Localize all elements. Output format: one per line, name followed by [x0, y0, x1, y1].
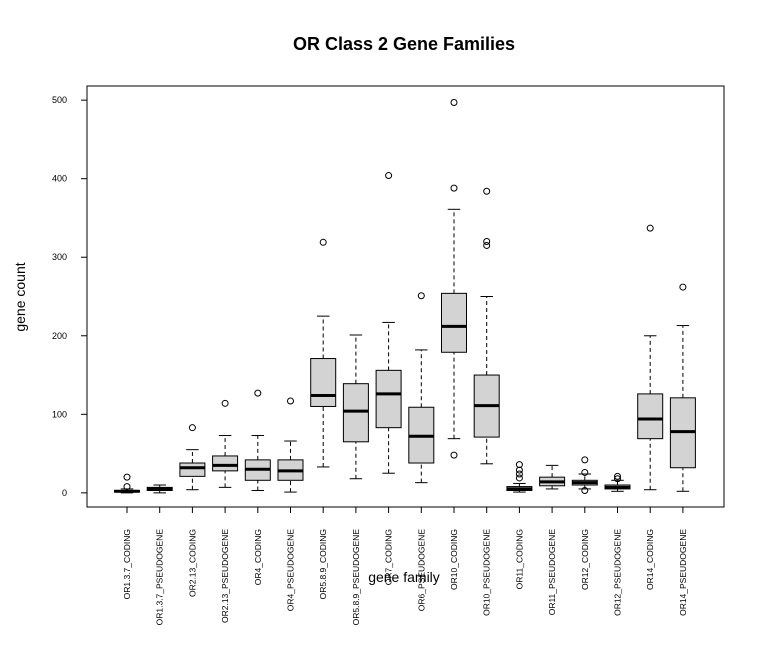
y-axis-title: gene count — [12, 262, 28, 331]
box-or5-8-9-pseudogene — [342, 334, 369, 480]
box-or1-3-7-coding — [114, 473, 140, 494]
x-category-label: OR11_CODING — [514, 529, 524, 589]
x-category-label: OR2.13_PSEUDOGENE — [220, 529, 230, 623]
box-or12-pseudogene — [604, 472, 631, 492]
y-axis: 0 100 200 300 400 500 — [52, 95, 88, 498]
outlier-point — [483, 241, 491, 249]
outlier-point — [188, 424, 196, 432]
outlier-point — [221, 399, 229, 407]
x-category-label: OR4_CODING — [253, 529, 263, 585]
outlier-point — [254, 389, 262, 397]
outlier-point — [417, 292, 425, 300]
iqr-box — [310, 358, 337, 407]
box-or11-pseudogene — [539, 464, 566, 490]
outlier-point — [515, 474, 523, 482]
box-or2-13-coding — [179, 424, 206, 491]
y-tick-label: 300 — [52, 252, 67, 262]
box-or5-8-9-coding — [310, 238, 337, 468]
box-or10-coding — [441, 98, 467, 459]
outlier-point — [483, 238, 491, 246]
iqr-box — [342, 383, 369, 443]
x-category-label: OR12_CODING — [580, 529, 590, 590]
x-category-label: OR12_PSEUDOGENE — [613, 529, 623, 616]
box-or14-pseudogene — [669, 283, 696, 492]
x-axis-title: gene family — [368, 569, 440, 585]
box-or10-pseudogene — [473, 187, 500, 465]
y-tick-label: 500 — [52, 95, 67, 105]
x-category-label: OR10_CODING — [449, 529, 459, 590]
outlier-point — [581, 456, 589, 464]
box-or2-13-pseudogene — [212, 399, 239, 488]
outlier-point — [123, 483, 131, 491]
x-category-label: OR2.13_CODING — [187, 529, 197, 597]
x-category-label: OR5.8.9_PSEUDOGENE — [351, 529, 361, 626]
box-or4-coding — [244, 389, 271, 492]
box-or1-3-7-pseudogene — [146, 484, 173, 494]
outlier-point — [581, 468, 589, 476]
box-or6-pseudogene — [408, 292, 435, 484]
outlier-point — [679, 283, 687, 291]
x-category-label: OR5.8.9_CODING — [318, 529, 328, 599]
iqr-box — [179, 462, 206, 477]
outlier-point — [515, 470, 523, 478]
x-category-label: OR1.3.7_CODING — [122, 529, 132, 599]
outlier-point — [483, 187, 491, 195]
box-or14-coding — [637, 224, 664, 491]
y-tick-label: 400 — [52, 174, 67, 184]
x-category-label: OR14_CODING — [645, 529, 655, 590]
y-tick-label: 200 — [52, 331, 67, 341]
box-or4-pseudogene — [277, 397, 304, 493]
boxes — [114, 98, 696, 495]
iqr-box — [212, 455, 239, 472]
x-axis: OR1.3.7_CODING OR1.3.7_PSEUDOGENE OR2.13_C… — [122, 506, 688, 626]
outlier-point — [319, 238, 327, 246]
y-tick-label: 100 — [52, 409, 67, 419]
plot-frame — [86, 85, 725, 508]
x-category-label: OR11_PSEUDOGENE — [547, 529, 557, 616]
outlier-point — [450, 98, 458, 106]
outlier-point — [614, 475, 621, 483]
outlier-point — [123, 473, 131, 481]
box-or11-coding — [506, 461, 533, 493]
outlier-point — [450, 184, 458, 192]
iqr-box — [375, 369, 402, 429]
x-category-label: OR6_PSEUDOGENE — [416, 529, 426, 612]
box-or7-coding — [375, 172, 402, 474]
x-category-label: OR10_PSEUDOGENE — [482, 529, 492, 616]
box-or12-coding — [571, 456, 598, 495]
outlier-point — [581, 487, 589, 495]
outlier-point — [614, 472, 621, 480]
outlier-point — [287, 397, 294, 405]
x-category-label: OR14_PSEUDOGENE — [678, 529, 688, 616]
x-category-label: OR7_CODING — [384, 529, 394, 585]
iqr-box — [637, 393, 664, 440]
outlier-point — [646, 224, 654, 232]
x-category-label: OR4_PSEUDOGENE — [286, 529, 296, 612]
y-tick-label: 0 — [62, 488, 67, 498]
outlier-point — [450, 451, 458, 459]
outlier-point — [515, 461, 523, 469]
outlier-point — [385, 172, 393, 180]
outlier-point — [515, 466, 523, 474]
iqr-box — [441, 292, 467, 353]
chart-title: OR Class 2 Gene Families — [293, 34, 515, 54]
x-category-label: OR1.3.7_PSEUDOGENE — [155, 529, 165, 626]
